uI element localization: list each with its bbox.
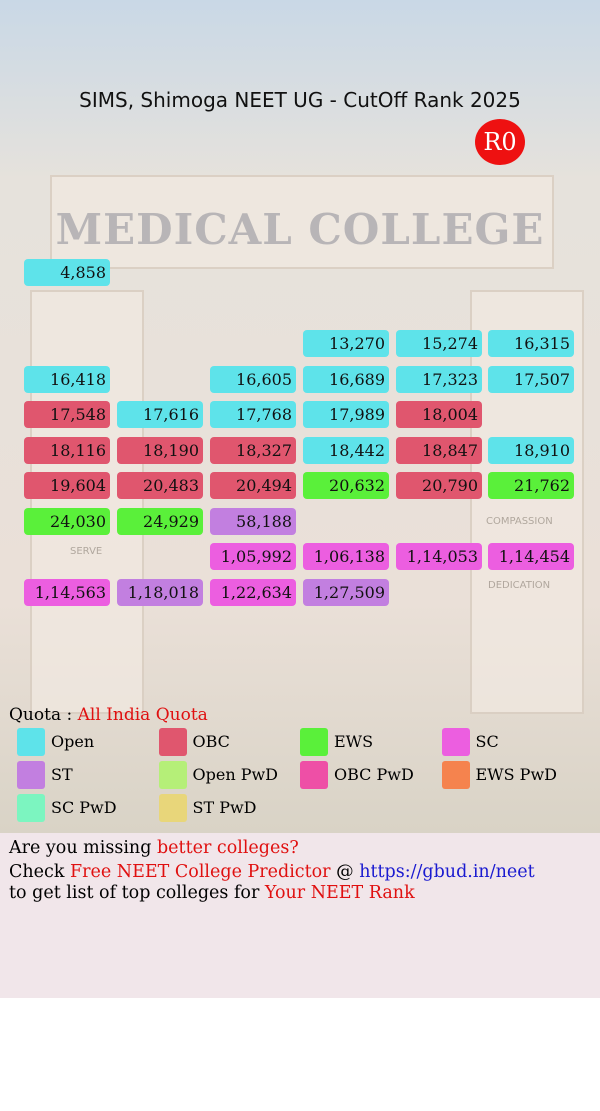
rank-chip: 17,323 <box>396 365 482 393</box>
text: to get list of top colleges for <box>9 883 260 903</box>
rank-chip: 1,27,509 <box>303 578 389 606</box>
rank-chip: 1,22,634 <box>210 578 296 606</box>
legend-label: SC PwD <box>51 798 117 817</box>
rank-chip: 20,790 <box>396 472 482 499</box>
quota: Quota : All India Quota <box>9 705 208 725</box>
legend-label: ST PwD <box>192 798 257 817</box>
rank-chip: 17,768 <box>210 401 296 428</box>
legend-swatch <box>300 761 328 789</box>
background-heading: MEDICAL COLLEGE <box>55 205 545 254</box>
rank-chip: 16,689 <box>303 365 389 393</box>
legend-label: Open <box>51 732 95 751</box>
url[interactable]: https://gbud.in/neet <box>359 862 535 882</box>
rank-chip: 1,14,454 <box>488 543 574 570</box>
round-badge: R0 <box>475 119 525 165</box>
text: @ <box>336 862 354 882</box>
footer-line: Are you missing better colleges? <box>9 838 299 858</box>
rank-chip: 1,06,138 <box>303 543 389 570</box>
legend-swatch <box>300 728 328 756</box>
link[interactable]: Free NEET College Predictor <box>70 862 331 882</box>
pillar <box>470 290 584 714</box>
legend-label: EWS PwD <box>475 765 557 784</box>
rank-chip: 20,494 <box>210 472 296 499</box>
rank-chip: 17,548 <box>24 401 110 428</box>
rank-chip: 18,190 <box>117 436 203 464</box>
legend-swatch <box>17 761 45 789</box>
rank-chip: 1,14,053 <box>396 543 482 570</box>
footer-line: to get list of top colleges for Your NEE… <box>9 883 415 903</box>
background-word: COMPASSION <box>486 516 553 527</box>
gate-top <box>50 175 554 269</box>
legend-swatch <box>158 794 187 822</box>
rank-chip: 24,929 <box>117 507 203 535</box>
footer: Are you missing better colleges? Check F… <box>0 833 600 998</box>
background-word: DEDICATION <box>488 580 551 591</box>
rank-chip: 16,315 <box>488 330 574 357</box>
rank-chip: 18,327 <box>210 436 296 464</box>
rank-chip: 1,14,563 <box>24 578 110 606</box>
text: Check <box>9 862 65 882</box>
rank-chip: 15,274 <box>396 330 482 357</box>
legend-swatch <box>441 761 470 789</box>
rank-chip: 17,616 <box>117 401 203 428</box>
quota-label: Quota : <box>9 705 73 725</box>
rank-chip: 24,030 <box>24 507 110 535</box>
rank-chip: 58,188 <box>210 507 296 535</box>
legend-label: ST <box>51 765 73 784</box>
legend-label: OBC <box>192 732 230 751</box>
rank-chip: 18,910 <box>488 436 574 464</box>
rank-chip: 18,847 <box>396 436 482 464</box>
quota-value: All India Quota <box>77 705 208 725</box>
legend-label: SC <box>475 732 499 751</box>
legend-swatch <box>17 728 45 756</box>
rank-chip: 17,989 <box>303 401 389 428</box>
legend-label: OBC PwD <box>334 765 414 784</box>
legend-label: EWS <box>334 732 374 751</box>
rank-chip: 19,604 <box>24 472 110 499</box>
rank-chip: 18,442 <box>303 436 389 464</box>
rank-chip: 20,483 <box>117 472 203 499</box>
rank-chip: 1,05,992 <box>210 543 296 570</box>
rank-chip: 1,18,018 <box>117 578 203 606</box>
legend-swatch <box>441 728 470 756</box>
rank-chip: 16,605 <box>210 365 296 393</box>
rank-chip: 4,858 <box>24 259 110 286</box>
highlight: better colleges? <box>156 838 299 858</box>
rank-chip: 20,632 <box>303 472 389 499</box>
rank-chip: 21,762 <box>488 472 574 499</box>
rank-chip: 18,004 <box>396 401 482 428</box>
rank-chip: 13,270 <box>303 330 389 357</box>
legend-label: Open PwD <box>192 765 279 784</box>
legend-swatch <box>158 761 187 789</box>
rank-chip: 16,418 <box>24 365 110 393</box>
highlight: Your NEET Rank <box>264 883 415 903</box>
legend-swatch <box>158 728 187 756</box>
text: Are you missing <box>9 838 152 858</box>
footer-line: Check Free NEET College Predictor @ http… <box>9 862 535 882</box>
title: SIMS, Shimoga NEET UG - CutOff Rank 2025 <box>79 88 521 112</box>
rank-chip: 18,116 <box>24 436 110 464</box>
legend-swatch <box>17 794 45 822</box>
rank-chip: 17,507 <box>488 365 574 393</box>
pillar <box>30 290 144 714</box>
background-word: SERVE <box>70 546 103 557</box>
